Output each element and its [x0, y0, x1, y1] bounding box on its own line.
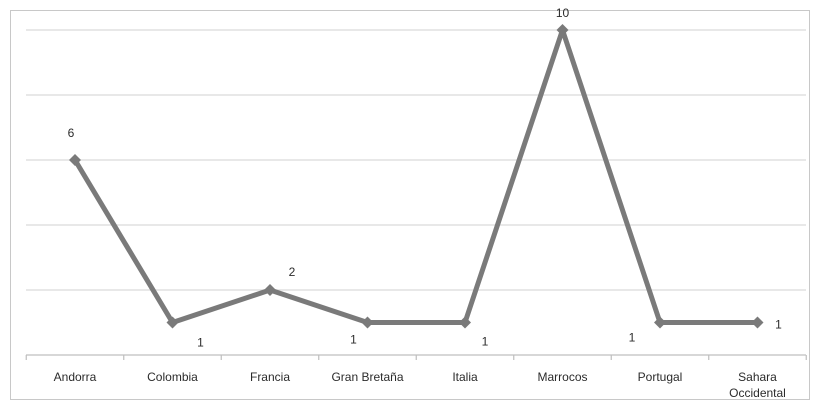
- x-axis-tick-label: Portugal: [638, 370, 683, 384]
- x-axis-tick-labels: Andorra Colombia Francia Gran Bretaña Italia…: [54, 370, 786, 400]
- chart-frame: [10, 10, 810, 400]
- data-point-marker: [361, 316, 374, 329]
- data-point-marker: [264, 284, 276, 296]
- data-point-marker: [556, 24, 569, 36]
- data-label: 10: [556, 6, 570, 20]
- x-axis-tick-label: Gran Bretaña: [331, 370, 403, 384]
- x-axis-tick-label: Marrocos: [537, 370, 587, 384]
- x-axis-tick-label: Italia: [452, 370, 478, 384]
- data-label: 1: [629, 331, 636, 345]
- x-axis-tick-label: Colombia: [147, 370, 198, 384]
- data-labels: 6 1 2 1 1 10 1 1: [68, 6, 783, 350]
- x-axis-tick-label: Sahara Occidental: [729, 370, 786, 400]
- series-layer: [69, 24, 764, 329]
- data-label: 1: [482, 335, 489, 349]
- data-label: 1: [350, 333, 357, 347]
- x-axis-tick-label: Francia: [250, 370, 290, 384]
- data-point-marker: [69, 154, 81, 166]
- data-label: 2: [289, 265, 296, 279]
- series-line: [72, 27, 760, 325]
- gridlines: [25, 29, 807, 360]
- data-point-marker: [459, 316, 471, 329]
- data-point-marker: [751, 316, 764, 329]
- data-label: 1: [775, 318, 782, 332]
- data-label: 1: [197, 336, 204, 350]
- data-point-marker: [654, 316, 666, 329]
- x-axis-tick-label: Andorra: [54, 370, 97, 384]
- data-label: 6: [68, 126, 75, 140]
- data-point-marker: [166, 316, 179, 329]
